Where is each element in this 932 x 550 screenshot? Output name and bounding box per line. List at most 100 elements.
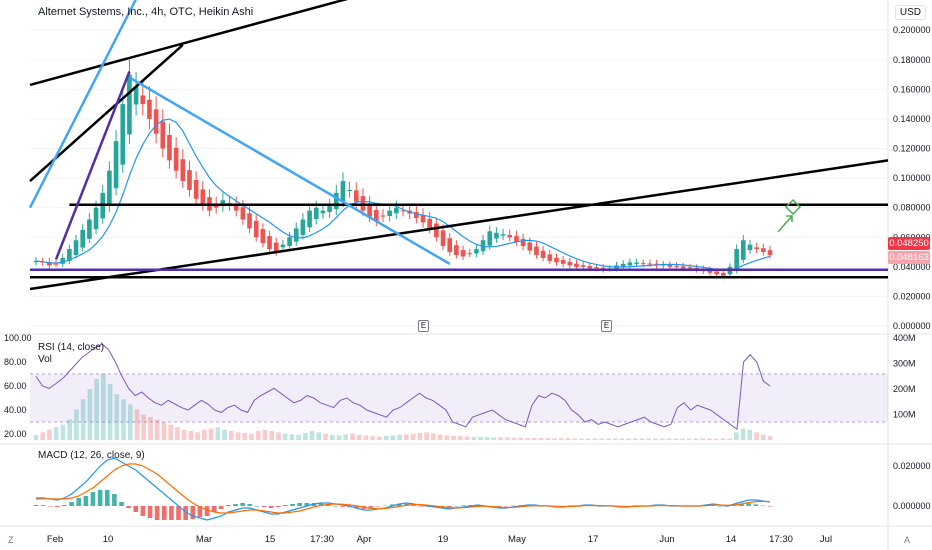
macd-histogram-bar — [169, 506, 174, 520]
vol-label[interactable]: Vol — [38, 354, 52, 365]
candle — [580, 265, 586, 267]
candle — [267, 236, 272, 250]
macd-histogram-bar — [119, 502, 124, 506]
candle — [434, 223, 439, 238]
rsi-label[interactable]: RSI (14, close) — [38, 342, 105, 353]
volume-bar — [585, 438, 591, 440]
candle — [514, 236, 519, 242]
volume-bar — [67, 419, 72, 440]
candle — [187, 170, 192, 190]
candle — [293, 228, 299, 242]
macd-label[interactable]: MACD (12, 26, close, 9) — [38, 450, 145, 461]
macd-histogram-bar — [69, 502, 74, 506]
candle — [167, 135, 172, 161]
macd-histogram-bar — [76, 498, 82, 506]
macd-histogram-bar — [297, 503, 302, 506]
macd-histogram-bar — [247, 504, 253, 506]
candle — [273, 242, 279, 253]
chart-title: Alternet Systems, Inc., 4h, OTC, Heikin … — [38, 6, 254, 18]
volume-bar — [626, 438, 631, 440]
macd-histogram-bar — [447, 506, 452, 508]
macd-histogram-bar — [275, 506, 281, 507]
volume-bar — [168, 424, 173, 440]
macd-histogram-bar — [140, 506, 146, 516]
candle — [640, 263, 646, 265]
volume-bar — [565, 438, 571, 440]
candle — [93, 207, 99, 230]
candle — [714, 271, 719, 275]
volume-bar — [417, 432, 423, 440]
candle — [353, 190, 359, 202]
macd-histogram-bar — [47, 506, 53, 507]
volume-bar — [572, 438, 578, 440]
candle — [367, 203, 372, 217]
volume-bar — [121, 399, 126, 440]
price-tick-label: 0.040000 — [893, 262, 931, 272]
volume-bar — [161, 422, 167, 440]
macd-histogram-bar — [218, 506, 224, 509]
candle — [734, 249, 739, 271]
macd-histogram-bar — [176, 506, 181, 520]
candle — [253, 220, 259, 238]
macd-histogram-bar — [211, 506, 217, 512]
volume-bar — [181, 429, 187, 440]
candle — [674, 265, 679, 267]
volume-bar — [653, 438, 658, 440]
candle — [427, 218, 433, 229]
volume-bar — [356, 434, 362, 440]
volume-bar — [154, 419, 160, 440]
volume-bar — [33, 434, 39, 440]
volume-bar — [94, 378, 99, 440]
volume-bar — [242, 432, 248, 440]
candle — [467, 253, 473, 255]
macd-histogram-bar — [753, 504, 759, 506]
volume-bar — [127, 404, 133, 440]
volume-bar — [531, 437, 537, 440]
last-price-value: 0.048250 — [889, 238, 929, 249]
candle — [480, 240, 486, 252]
candle — [680, 266, 686, 269]
volume-bar — [350, 433, 355, 440]
volume-bar — [249, 433, 254, 440]
macd-histogram-bar — [268, 506, 274, 508]
candle — [687, 267, 693, 269]
candle — [707, 270, 713, 273]
macd-histogram-bar — [411, 505, 417, 506]
x-tick-label: 10 — [103, 534, 114, 545]
macd-histogram-bar — [382, 505, 388, 507]
volume-bar — [693, 438, 699, 440]
timezone-icon[interactable]: Z — [8, 535, 14, 545]
candle — [440, 230, 446, 247]
volume-bar — [370, 436, 376, 440]
currency-selector[interactable]: USD — [894, 5, 926, 20]
candle — [160, 121, 166, 149]
volume-bar — [383, 435, 389, 440]
volume-bar — [767, 436, 773, 440]
volume-bar — [659, 438, 665, 440]
x-tick-label: Jul — [820, 534, 832, 545]
auto-scale-icon[interactable]: A — [904, 535, 911, 545]
volume-bar — [255, 431, 261, 440]
macd-tick-label: 0.020000 — [893, 461, 931, 471]
volume-bar — [329, 434, 335, 440]
earnings-marker[interactable]: E — [418, 320, 429, 332]
rsi-tick-label: 80.00 — [4, 357, 27, 367]
ma-price-badge: 0.048163 — [888, 251, 930, 264]
candle — [147, 99, 152, 119]
candle — [333, 192, 339, 210]
volume-bar — [303, 432, 308, 440]
earnings-marker[interactable]: E — [601, 320, 612, 332]
volume-bar — [276, 432, 281, 440]
volume-bar — [612, 438, 618, 440]
volume-bar — [410, 433, 416, 440]
volume-bar — [444, 435, 450, 440]
price-tick-label: 0.120000 — [893, 144, 931, 154]
volume-bar — [222, 429, 227, 440]
candle — [347, 189, 352, 192]
volume-bar — [471, 436, 477, 440]
candle — [113, 141, 119, 189]
candle — [120, 104, 126, 165]
candle — [454, 245, 459, 256]
macd-histogram-bar — [197, 506, 203, 517]
